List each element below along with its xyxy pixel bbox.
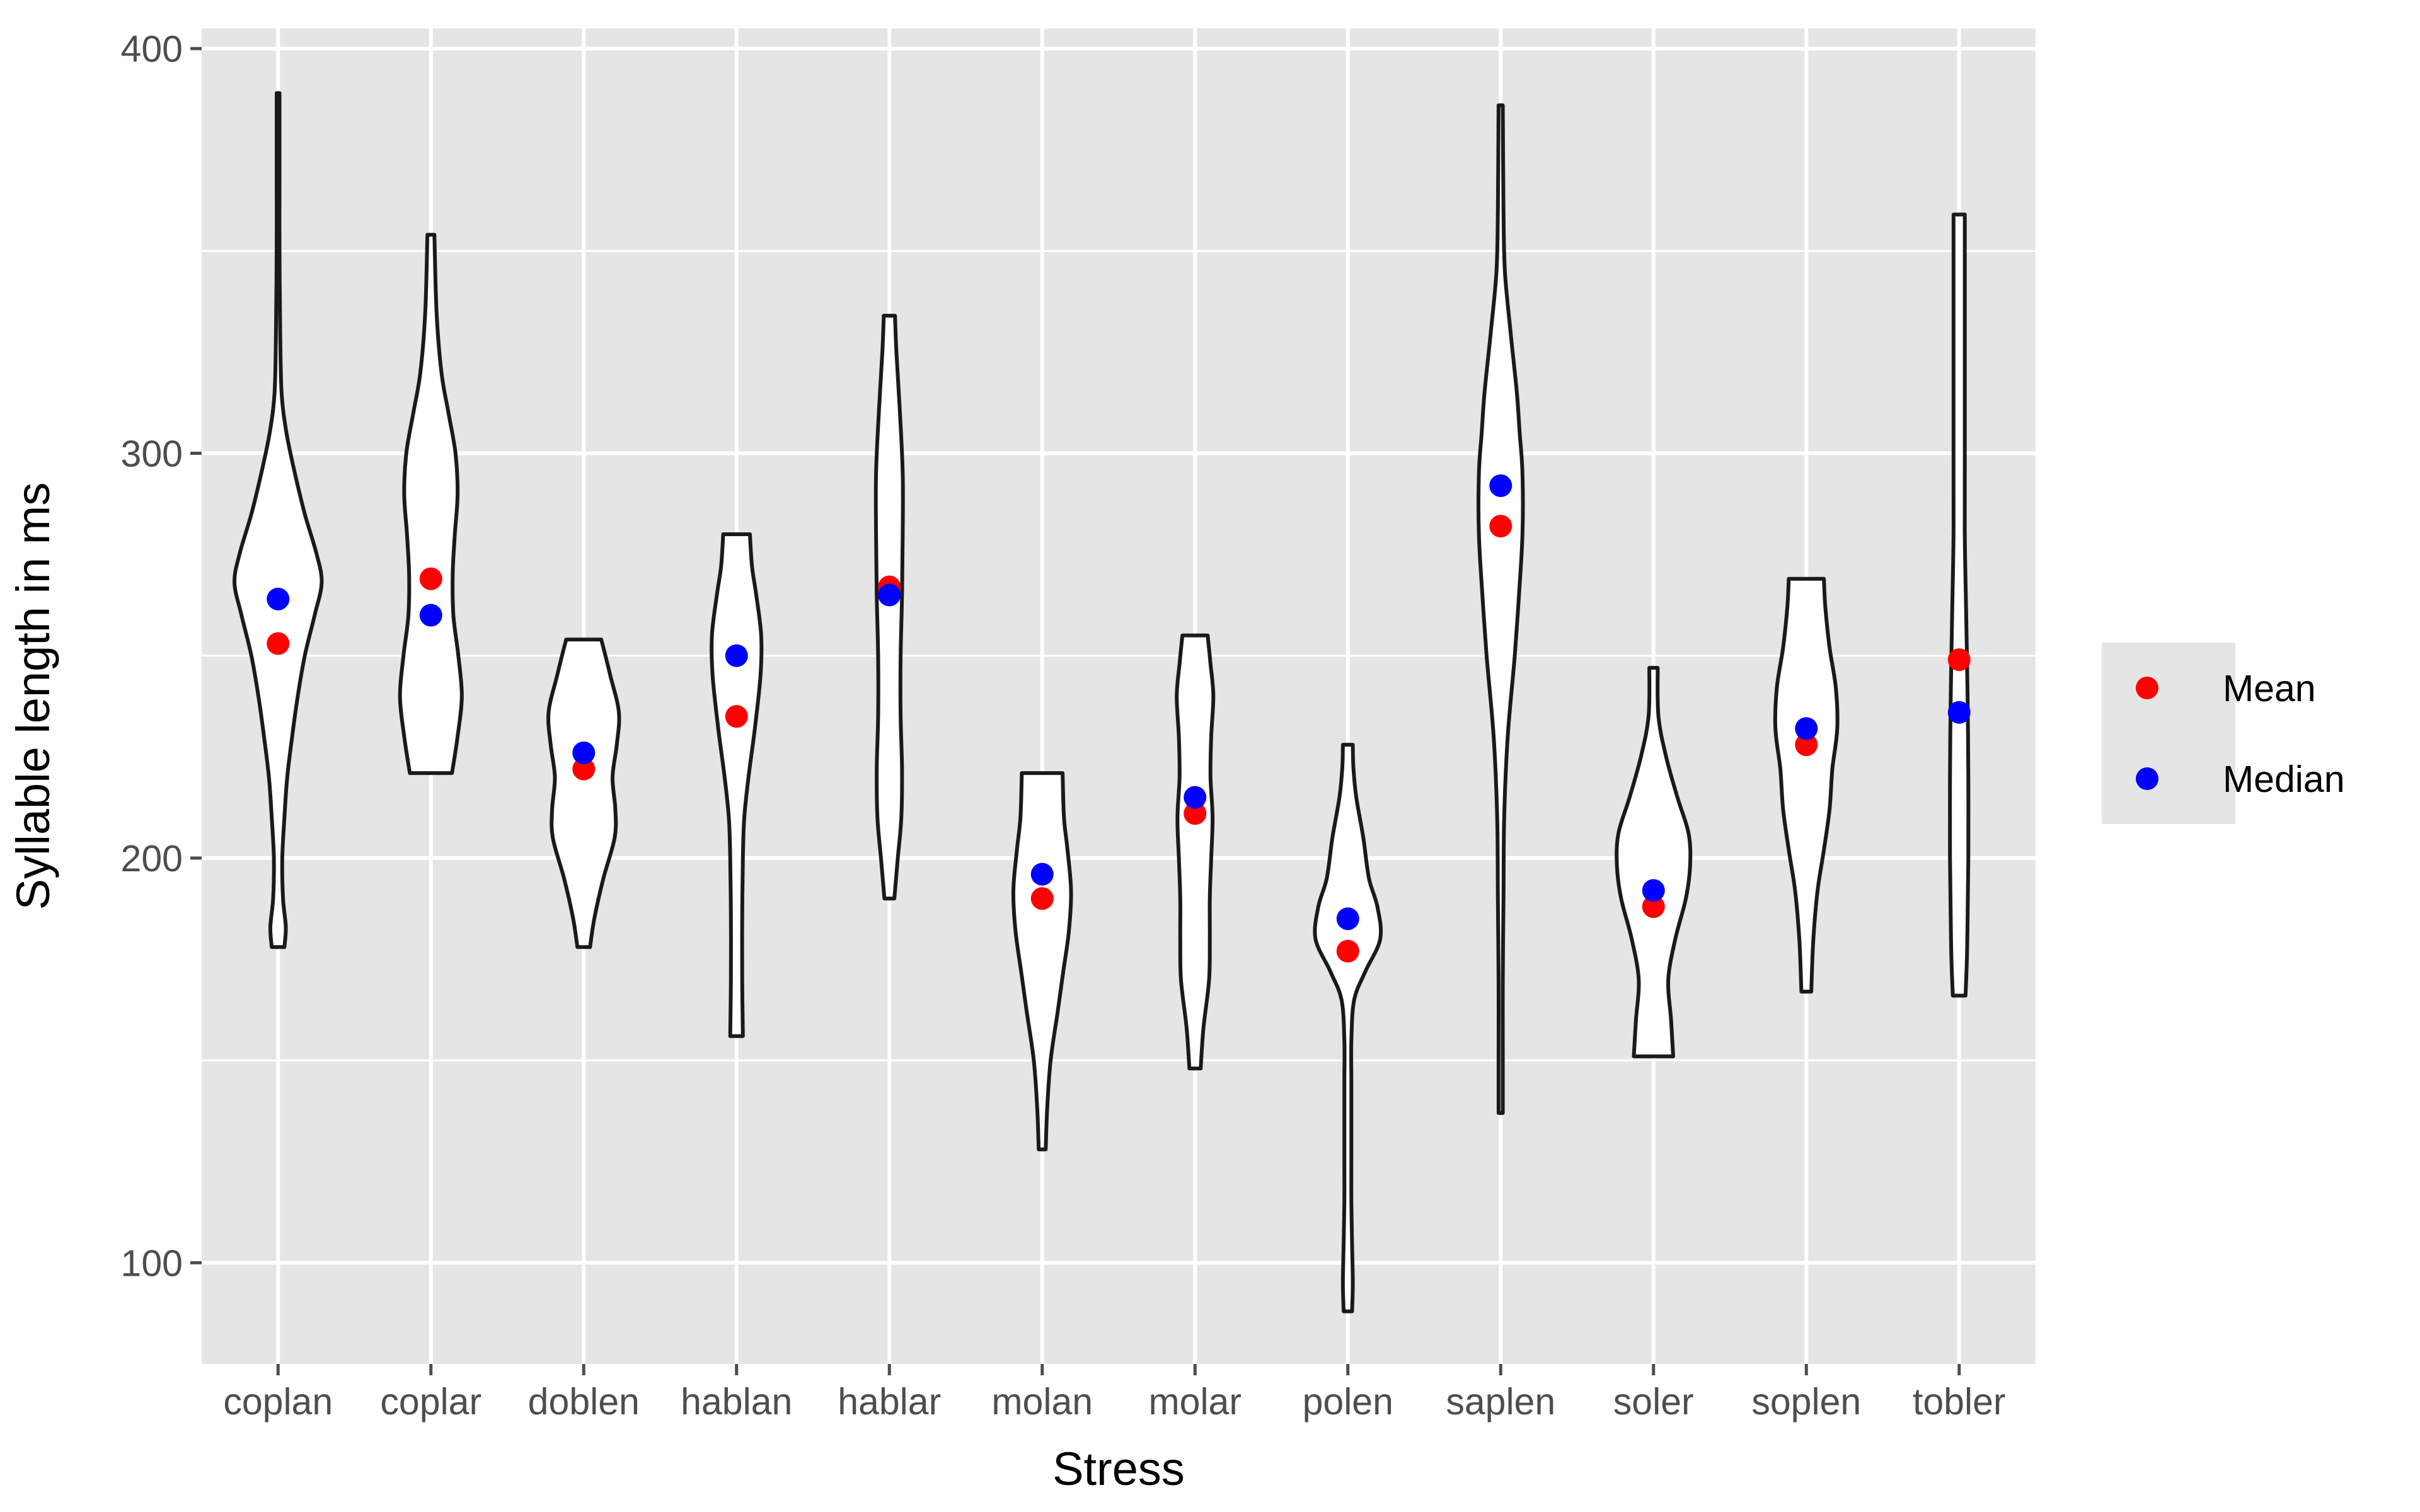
point-mean-hablan xyxy=(725,705,748,728)
y-axis-title: Syllable length in ms xyxy=(7,483,59,910)
point-mean-soplen xyxy=(1795,733,1818,757)
violin-hablar xyxy=(873,314,905,901)
legend-key-mean xyxy=(2136,677,2158,699)
grid-minor xyxy=(202,249,2036,1062)
x-axis: coplan coplar doblen hablan hablar molan molar… xyxy=(223,1364,2006,1423)
x-tick-label: molar xyxy=(1148,1381,1242,1423)
point-mean-coplar xyxy=(419,567,442,590)
point-median-doblen xyxy=(572,741,596,764)
x-axis-title: Stress xyxy=(1052,1443,1185,1495)
x-tick-label: molan xyxy=(991,1381,1093,1423)
point-median-coplan xyxy=(267,587,290,610)
point-median-molan xyxy=(1030,862,1054,886)
point-median-hablan xyxy=(725,644,748,667)
legend-key-median xyxy=(2136,767,2158,790)
point-median-soler xyxy=(1642,879,1665,902)
violin-soler xyxy=(1615,666,1693,1058)
point-mean-soler xyxy=(1642,895,1665,919)
y-axis: 100 200 300 400 xyxy=(121,28,202,1284)
violin-coplan xyxy=(233,91,324,949)
x-tick-label: hablar xyxy=(838,1381,941,1423)
point-median-polen xyxy=(1336,907,1359,931)
violin-coplar xyxy=(398,232,464,776)
y-tick-label: 400 xyxy=(121,28,183,70)
point-mean-molan xyxy=(1030,887,1054,910)
violin-polen xyxy=(1313,743,1383,1314)
point-median-tobler xyxy=(1947,701,1971,724)
x-tick-label: coplan xyxy=(223,1381,333,1423)
legend-label-median: Median xyxy=(2223,759,2345,800)
x-tick-label: polen xyxy=(1303,1381,1393,1423)
point-mean-doblen xyxy=(572,757,596,781)
violin-saplen xyxy=(1477,103,1525,1115)
point-mean-molar xyxy=(1184,802,1207,825)
point-median-molar xyxy=(1184,786,1207,809)
x-tick-label: coplar xyxy=(380,1381,481,1423)
legend-key-background xyxy=(2102,643,2235,824)
point-median-soplen xyxy=(1795,717,1818,740)
violin-hablan xyxy=(710,532,764,1038)
plot-panel xyxy=(202,28,2036,1364)
violin-molan xyxy=(1011,771,1073,1152)
point-mean-coplan xyxy=(267,632,290,655)
x-tick-label: soler xyxy=(1613,1381,1694,1423)
x-tick-label: doblen xyxy=(528,1381,640,1423)
points xyxy=(267,474,1971,963)
violin-soplen xyxy=(1773,576,1840,994)
x-tick-label: tobler xyxy=(1913,1381,2006,1423)
point-mean-polen xyxy=(1336,939,1359,963)
violin-tobler xyxy=(1948,212,1971,998)
point-mean-saplen xyxy=(1489,515,1512,538)
legend-label-mean: Mean xyxy=(2223,668,2316,709)
x-tick-label: saplen xyxy=(1446,1381,1555,1423)
x-tick-label: hablan xyxy=(681,1381,792,1423)
x-tick-label: soplen xyxy=(1751,1381,1861,1423)
point-median-saplen xyxy=(1489,474,1512,497)
violin-molar xyxy=(1175,633,1216,1070)
violin-doblen xyxy=(546,638,621,949)
legend: Mean Median xyxy=(2102,643,2345,824)
point-median-hablar xyxy=(878,583,901,607)
y-tick-label: 100 xyxy=(121,1242,183,1284)
violins xyxy=(233,91,1971,1314)
y-tick-label: 200 xyxy=(121,838,183,879)
point-mean-tobler xyxy=(1947,648,1971,672)
y-tick-label: 300 xyxy=(121,433,183,475)
point-median-coplar xyxy=(419,604,442,627)
